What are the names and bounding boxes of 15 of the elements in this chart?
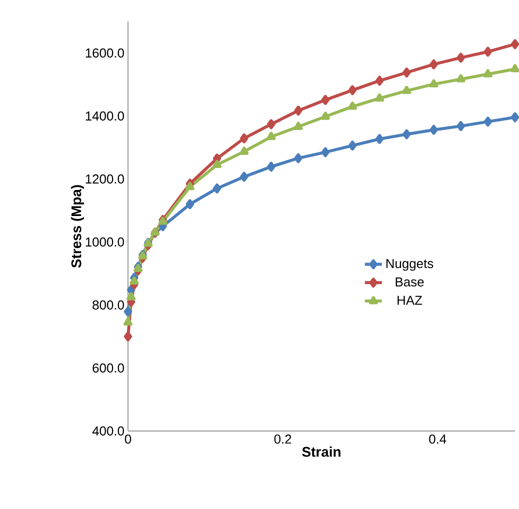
- x-tick-label: 0.2: [274, 434, 292, 444]
- y-tick-label: 1600.0: [86, 48, 124, 58]
- y-axis-title: Stress (Mpa): [71, 185, 84, 268]
- y-tick-label: 1000.0: [86, 237, 124, 247]
- legend-label: HAZ: [398, 296, 422, 305]
- x-axis-title: Strain: [302, 446, 340, 457]
- y-tick-label: 600.0: [92, 363, 124, 373]
- legend-label: Nuggets: [386, 259, 434, 271]
- y-tick-label: 1400.0: [86, 111, 124, 121]
- legend-label: Base: [396, 277, 424, 287]
- y-tick-label: 1200.0: [86, 174, 124, 184]
- y-tick-label: 800.0: [92, 300, 124, 310]
- x-tick-label: 0: [124, 434, 132, 444]
- y-tick-label: 400.0: [92, 426, 124, 436]
- x-tick-label: 0.4: [429, 434, 446, 444]
